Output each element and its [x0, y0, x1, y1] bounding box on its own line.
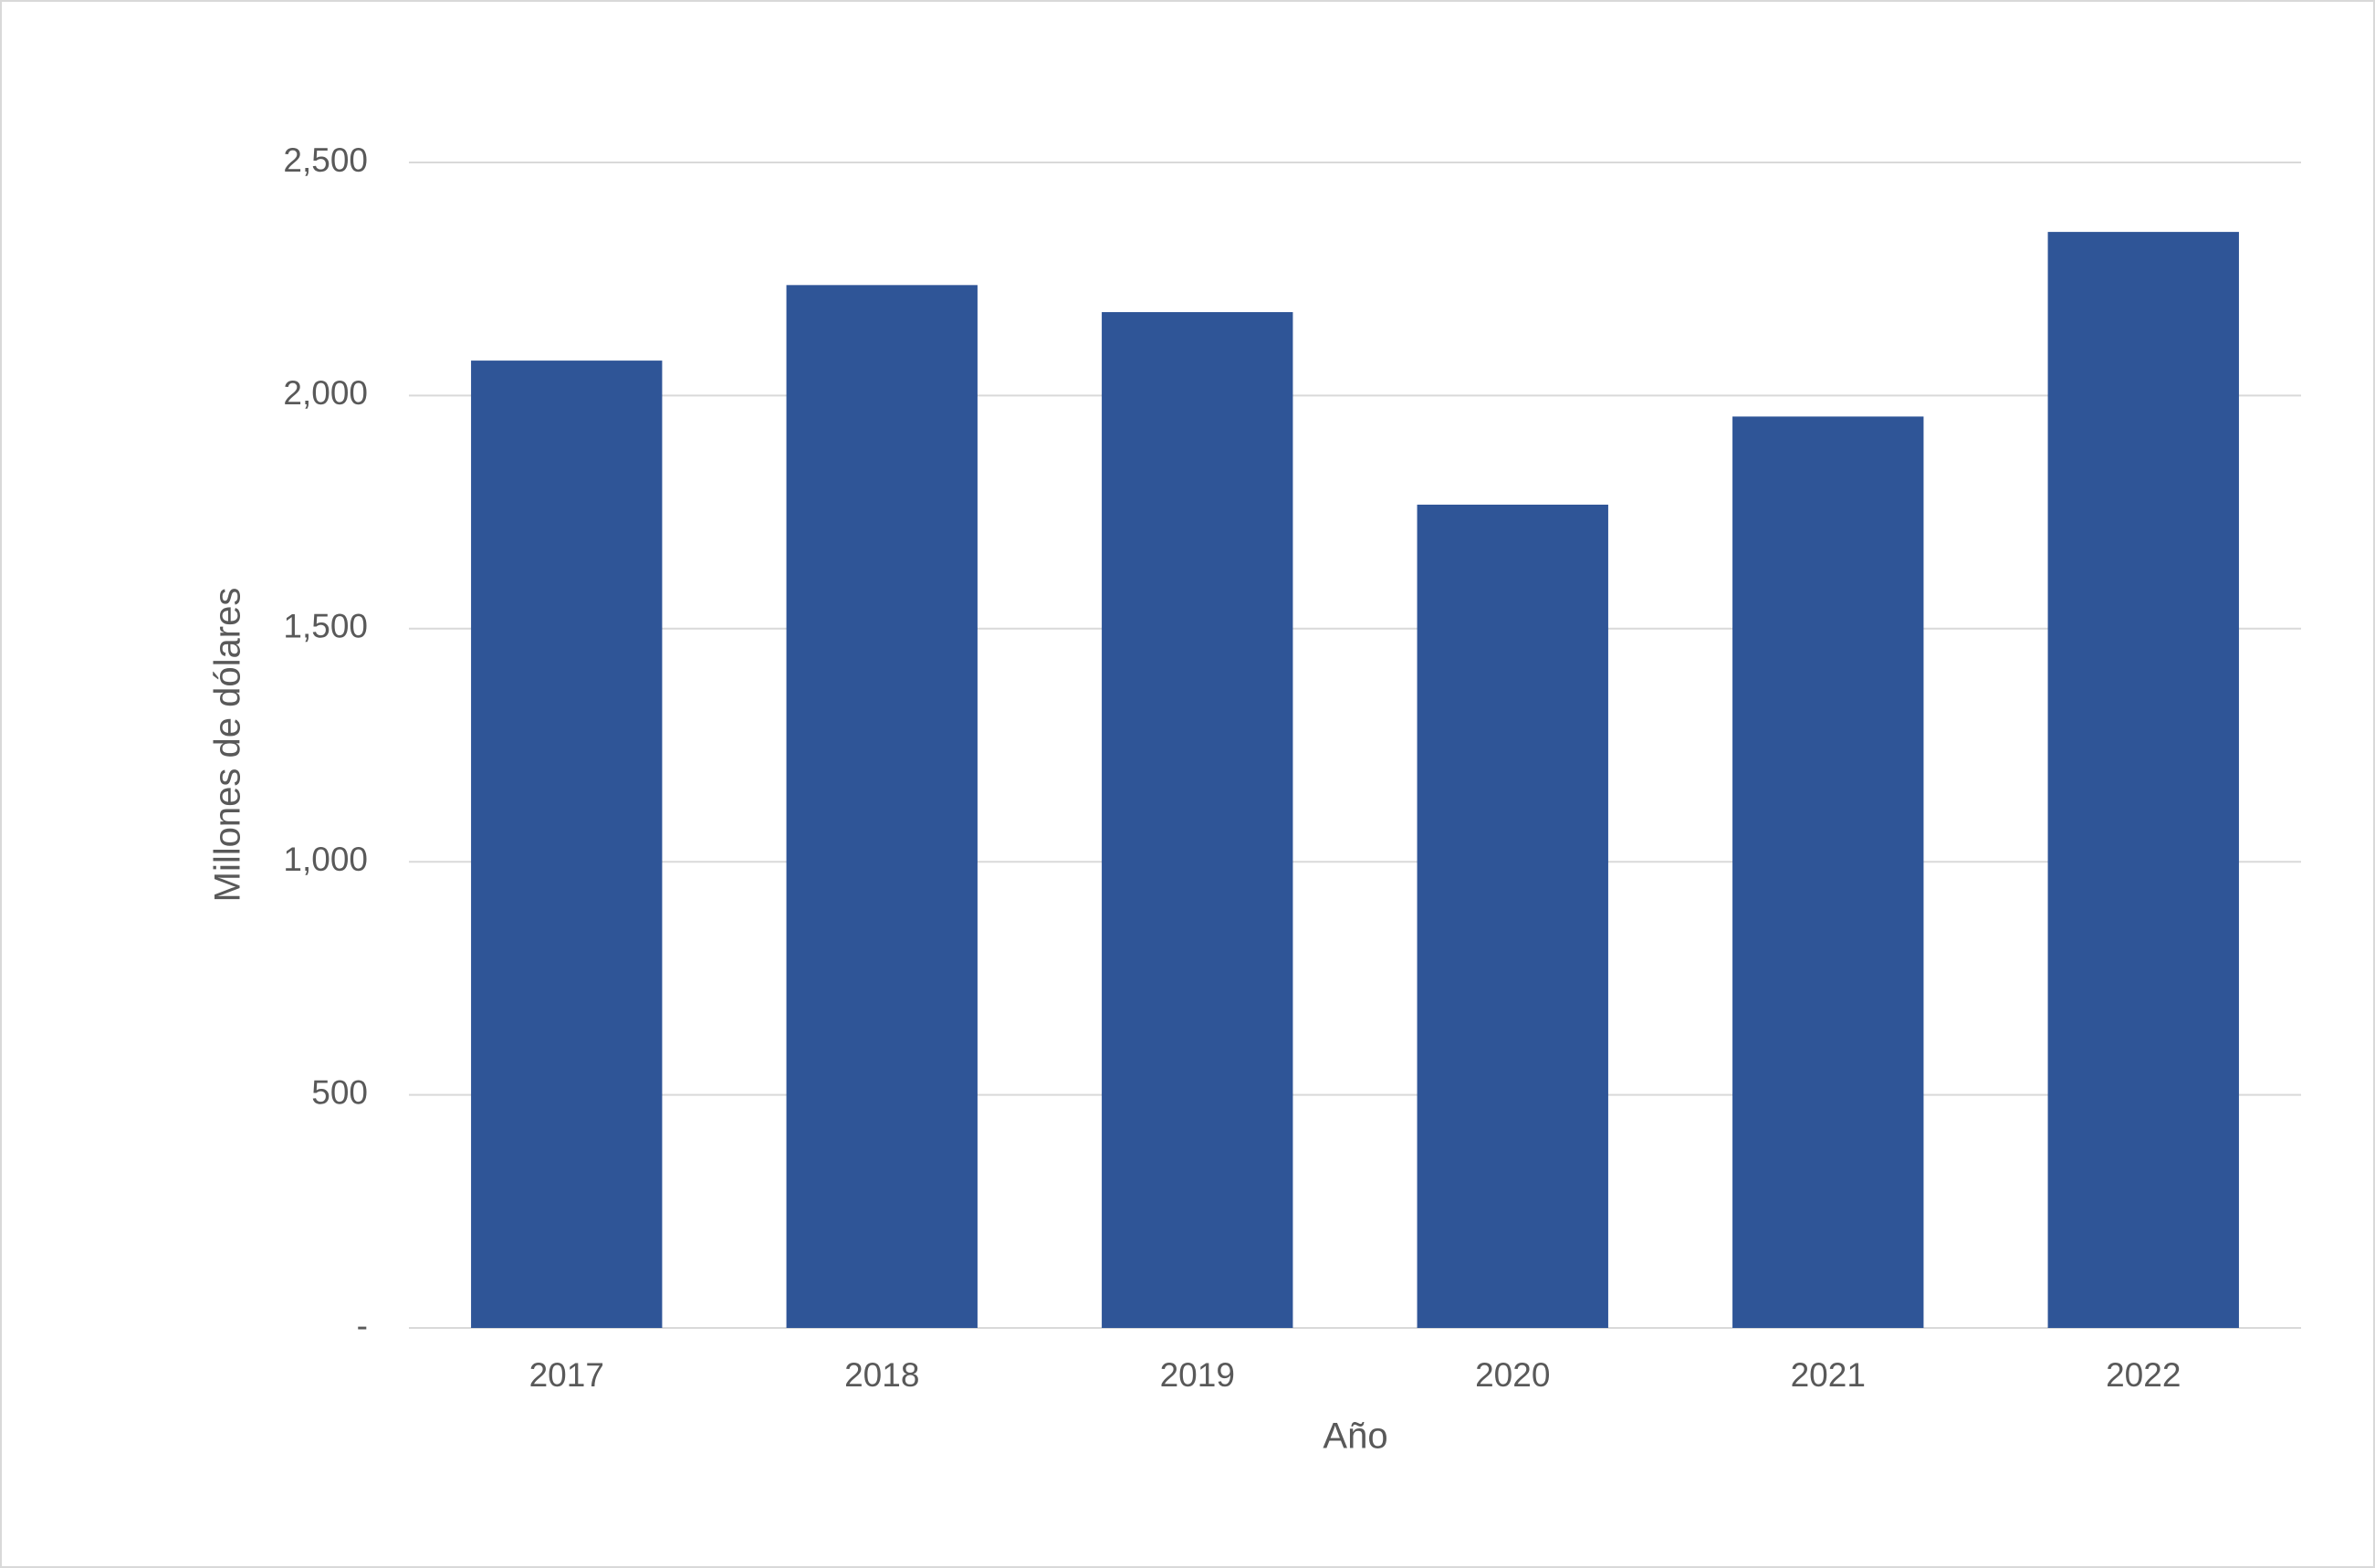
y-tick-label: 500	[311, 1073, 368, 1111]
bar	[786, 285, 978, 1329]
bar	[1417, 504, 1608, 1328]
bar	[1102, 311, 1293, 1328]
bar	[1732, 416, 1924, 1328]
x-tick-label: 2020	[1475, 1356, 1550, 1394]
x-tick-label: 2022	[2106, 1356, 2181, 1394]
y-tick-label: 1,000	[283, 841, 368, 878]
y-tick-label: -	[357, 1307, 368, 1344]
x-tick-label: 2018	[844, 1356, 919, 1394]
x-axis-title: Año	[1323, 1416, 1387, 1457]
bar	[471, 361, 663, 1329]
x-tick-label: 2019	[1160, 1356, 1235, 1394]
y-axis-title: Millones de dólares	[208, 588, 248, 903]
x-tick-label: 2021	[1791, 1356, 1866, 1394]
y-tick-label: 1,500	[283, 608, 368, 645]
y-tick-label: 2,000	[283, 374, 368, 412]
bar	[2047, 232, 2239, 1328]
y-tick-label: 2,500	[283, 141, 368, 179]
x-tick-label: 2017	[529, 1356, 604, 1394]
